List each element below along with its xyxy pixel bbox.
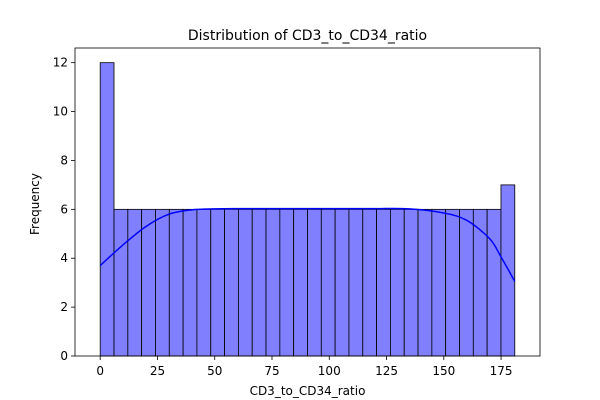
x-tick-label: 150	[432, 364, 455, 378]
histogram-bar	[293, 208, 308, 357]
kde-curve	[99, 207, 516, 282]
x-tick-label: 100	[318, 364, 341, 378]
histogram-bar	[168, 208, 184, 357]
histogram-bar	[334, 208, 350, 357]
y-tick-label: 10	[53, 105, 68, 119]
y-tick-label: 2	[60, 300, 68, 314]
histogram-bar	[251, 208, 267, 357]
histogram-bar	[417, 208, 433, 357]
histogram-bar	[376, 208, 391, 357]
y-axis-ticks: 0 2 4 6 8 10 12	[53, 56, 75, 363]
histogram-bar	[279, 208, 295, 357]
x-tick-label: 0	[96, 364, 104, 378]
histogram-bar	[320, 208, 336, 357]
x-axis-label: CD3_to_CD34_ratio	[250, 384, 366, 398]
y-axis-label: Frequency	[28, 173, 42, 235]
histogram-bar	[431, 208, 447, 357]
histogram-bar	[196, 208, 212, 357]
x-tick-label: 175	[490, 364, 513, 378]
histogram-bar	[403, 208, 419, 357]
histogram-bar	[224, 208, 239, 357]
chart-title: Distribution of CD3_to_CD34_ratio	[188, 28, 427, 44]
histogram-bar	[362, 208, 377, 357]
x-axis-ticks: 0 25 50 75 100 125 150 175	[96, 356, 513, 378]
histogram-bar	[459, 208, 474, 357]
histogram-bar	[390, 208, 405, 357]
y-tick-label: 12	[53, 56, 68, 70]
histogram-bar	[155, 208, 170, 357]
y-tick-label: 6	[60, 202, 68, 216]
y-tick-label: 0	[60, 349, 68, 363]
histogram-bar	[307, 208, 322, 357]
histogram-bar	[182, 208, 198, 357]
histogram-bar	[99, 62, 115, 357]
histogram-bar	[265, 208, 281, 357]
histogram-bar	[141, 208, 156, 357]
y-tick-label: 8	[60, 153, 68, 167]
histogram-bar	[237, 208, 253, 357]
x-tick-label: 25	[150, 364, 165, 378]
y-tick-label: 4	[60, 251, 68, 265]
x-tick-label: 125	[375, 364, 398, 378]
bars-layer	[99, 62, 516, 357]
plot-frame	[74, 47, 541, 357]
histogram-bar	[445, 208, 460, 357]
x-tick-label: 75	[264, 364, 279, 378]
x-tick-label: 50	[207, 364, 222, 378]
histogram-bar	[113, 208, 129, 357]
histogram-bar	[348, 208, 364, 357]
histogram-bar	[210, 208, 225, 357]
histogram-bar	[486, 208, 502, 357]
histogram-bar	[472, 208, 488, 357]
